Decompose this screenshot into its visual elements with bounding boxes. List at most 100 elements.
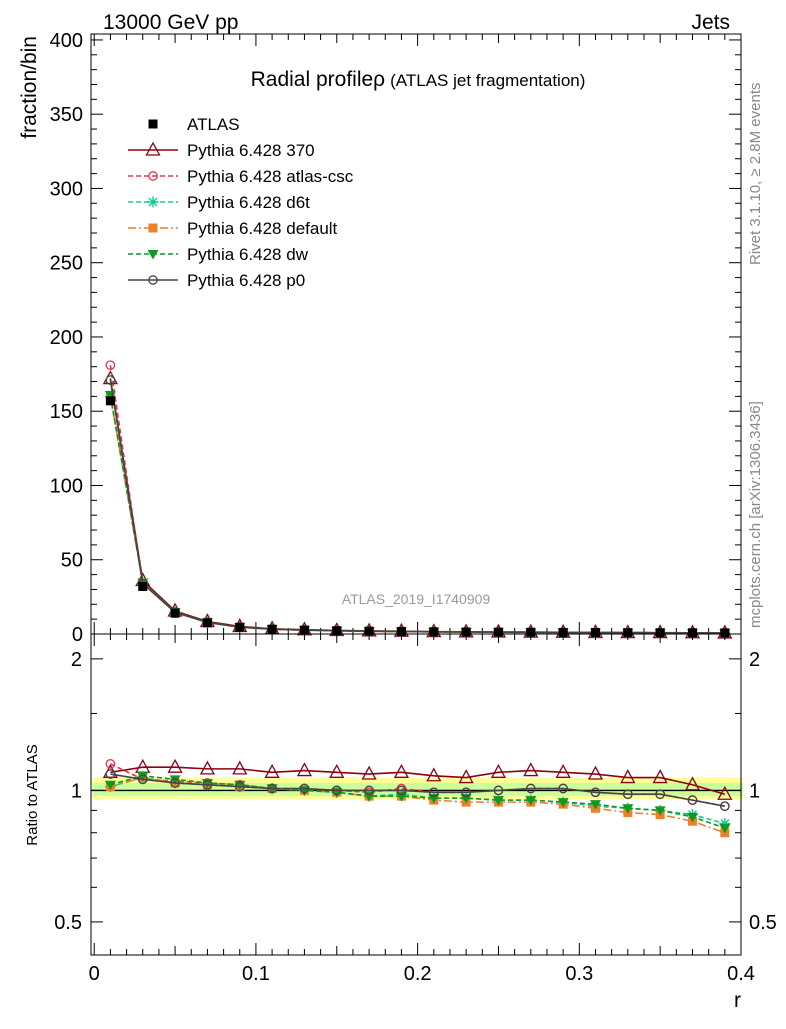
- y-axis-label: fraction/bin: [18, 36, 41, 139]
- data-point: [202, 618, 212, 628]
- ratio-point: [687, 795, 698, 805]
- ratio-point: [428, 794, 440, 804]
- data-point: [235, 622, 245, 632]
- legend-label: Pythia 6.428 d6t: [187, 193, 310, 212]
- legend-entry: Pythia 6.428 dw: [128, 245, 309, 264]
- legend-marker: [147, 250, 159, 260]
- ratio-line: [110, 774, 726, 829]
- y-tick-label: 400: [50, 30, 83, 52]
- legend-entry: Pythia 6.428 default: [128, 219, 338, 238]
- y-tick-label: 100: [50, 475, 83, 497]
- data-point: [526, 627, 536, 637]
- ratio-point: [364, 785, 374, 796]
- x-tick-label: 0.4: [727, 963, 755, 985]
- ratio-point: [393, 763, 410, 778]
- ratio-point: [199, 760, 216, 775]
- ratio-point: [558, 783, 568, 794]
- ratio-line: [110, 776, 726, 834]
- legend-marker: [148, 275, 158, 285]
- ratio-point: [267, 783, 277, 794]
- ratio-point: [105, 759, 116, 769]
- ratio-point: [590, 787, 601, 798]
- data-point: [267, 624, 277, 634]
- data-point: [170, 608, 180, 618]
- ratio-point: [686, 812, 698, 823]
- ratio-point: [587, 765, 604, 780]
- ratio-point: [363, 792, 375, 802]
- ratio-tick-label: 1: [71, 780, 82, 802]
- legend-entry: Pythia 6.428 atlas-csc: [128, 167, 354, 186]
- ratio-point: [264, 763, 280, 778]
- data-point: [396, 626, 406, 636]
- y-tick-label: 200: [50, 327, 83, 349]
- series-ratio-5: [105, 769, 730, 812]
- x-tick-label: 0.2: [404, 963, 432, 985]
- legend-entry: Pythia 6.428 370: [128, 141, 315, 160]
- legend-entry: ATLAS: [148, 115, 240, 134]
- ratio-point: [655, 789, 666, 800]
- ratio-point: [684, 776, 701, 791]
- ratio-point: [329, 763, 345, 778]
- ratio-point: [331, 785, 342, 796]
- y-tick-label: 50: [61, 550, 83, 572]
- ratio-point: [719, 824, 731, 834]
- ratio-point: [426, 767, 442, 782]
- ratio-point: [719, 817, 731, 829]
- ratio-point: [622, 804, 634, 814]
- legend-marker: [148, 119, 158, 129]
- ratio-plot: 0 0.1 0.2 0.3 0.4 0.5 0.5 1 1 2 2: [54, 633, 777, 985]
- ratio-tick-label: 0.5: [54, 912, 82, 934]
- legend-marker: [148, 171, 158, 181]
- ratio-point: [461, 787, 471, 798]
- ratio-point: [654, 806, 666, 816]
- ratio-point: [396, 785, 407, 796]
- chart-title-suffix: (ATLAS jet fragmentation): [390, 71, 585, 90]
- ratio-tick-label: 2: [71, 649, 82, 671]
- ratio-point: [170, 778, 180, 788]
- ratio-point: [202, 779, 213, 790]
- rivet-label: Rivet 3.1.10, ≥ 2.8M events: [747, 83, 764, 266]
- ratio-point: [490, 763, 507, 778]
- ratio-point: [557, 798, 569, 808]
- ratio-tick-label-right: 1: [749, 780, 760, 802]
- y-tick-label: 350: [50, 104, 83, 126]
- data-point: [687, 628, 697, 638]
- ratio-point: [589, 800, 601, 810]
- legend-label: Pythia 6.428 370: [187, 141, 315, 160]
- ratio-tick-label-right: 2: [749, 649, 760, 671]
- legend: ATLAS Pythia 6.428 370 Pythia 6.428 atlas-…: [128, 115, 354, 290]
- main-plot: 0 50 100 150 200 250 300 350 400: [50, 30, 742, 646]
- data-point: [623, 628, 633, 638]
- ratio-point: [299, 783, 310, 794]
- ratio-point: [525, 796, 537, 806]
- ratio-point: [523, 762, 539, 777]
- series-point: [105, 375, 116, 385]
- ratio-point: [137, 774, 148, 785]
- ratio-point: [525, 783, 536, 794]
- ratio-plot-frame: [90, 633, 742, 956]
- chart-title-main: Radial profile: [251, 68, 374, 91]
- ratio-point: [428, 787, 439, 798]
- ratio-line: [110, 766, 726, 795]
- ratio-point: [460, 794, 472, 804]
- y-tick-label: 250: [50, 253, 83, 275]
- ratio-point: [652, 769, 668, 784]
- legend-label: Pythia 6.428 atlas-csc: [187, 167, 354, 186]
- chart-title-symbol: ρ: [373, 68, 385, 91]
- data-point: [299, 625, 309, 635]
- ratio-point: [169, 775, 181, 785]
- data-point: [332, 626, 342, 636]
- data-point: [558, 627, 568, 637]
- header-left: 13000 GeV pp: [103, 11, 238, 34]
- ratio-point: [395, 792, 407, 802]
- data-point: [590, 628, 600, 638]
- chart-title: Radial profileρ (ATLAS jet fragmentation): [251, 68, 586, 91]
- ratio-point: [493, 785, 504, 796]
- y-tick-label: 0: [72, 624, 83, 646]
- ratio-point: [105, 769, 116, 779]
- y-tick-label: 300: [50, 178, 83, 200]
- legend-entry: Pythia 6.428 p0: [128, 271, 305, 290]
- data-point: [364, 626, 374, 636]
- legend-label: Pythia 6.428 default: [187, 219, 338, 238]
